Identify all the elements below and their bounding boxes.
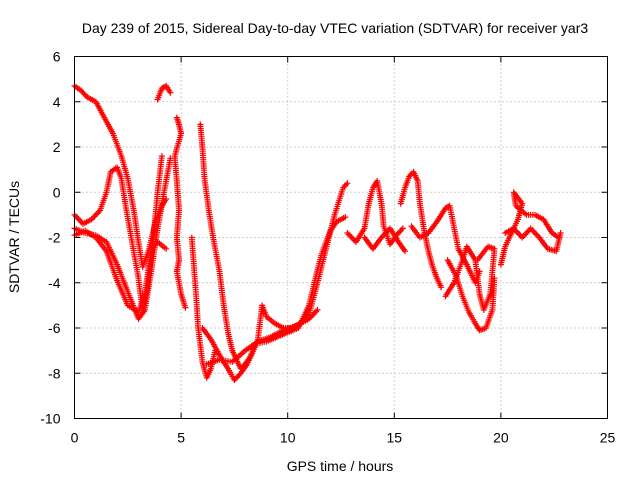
plot-frame (74, 56, 608, 419)
y-tick-label: 6 (53, 49, 61, 65)
data-point-plus (163, 245, 170, 252)
x-tick-label: 10 (280, 430, 296, 446)
x-tick-label: 0 (71, 430, 79, 446)
y-tick-label: 4 (53, 94, 61, 110)
data-point-plus (158, 153, 165, 160)
data-point-plus (182, 304, 189, 311)
data-point-plus (314, 306, 321, 313)
y-tick-label: 0 (53, 184, 61, 200)
x-tick-label: 5 (177, 430, 185, 446)
series-segment-18h (442, 243, 498, 313)
series-segment-14h (361, 225, 408, 255)
y-tick-label: -4 (48, 275, 61, 291)
y-tick-label: -6 (48, 320, 61, 336)
y-tick-label: -2 (48, 230, 61, 246)
data-point-plus (342, 214, 349, 221)
x-axis-label: GPS time / hours (287, 458, 394, 474)
data-marks (71, 82, 564, 383)
data-point-plus (438, 284, 445, 291)
data-point-plus (167, 89, 174, 96)
data-point-plus (557, 230, 564, 236)
data-point-plus (399, 225, 406, 232)
y-tick-label: -8 (48, 365, 61, 381)
y-tick-label: -10 (40, 411, 60, 427)
series-segment-17h (408, 202, 483, 286)
data-point-plus (344, 180, 351, 187)
chart-title: Day 239 of 2015, Sidereal Day-to-day VTE… (82, 20, 588, 36)
axis-ticks: 0 5 10 15 20 25 -10 -8 -6 -4 -2 0 2 4 6 (40, 49, 615, 446)
x-tick-label: 25 (600, 430, 616, 446)
series-segment-4h (154, 82, 174, 103)
series-segment-19h (444, 257, 498, 334)
series-segment-22h (502, 225, 564, 255)
x-tick-label: 15 (387, 430, 403, 446)
series-segment-5h (171, 114, 189, 311)
y-tick-label: 2 (53, 139, 61, 155)
x-tick-label: 20 (493, 430, 509, 446)
data-point-plus (474, 257, 481, 264)
data-point-plus (402, 248, 408, 255)
y-axis-label: SDTVAR / TECUs (6, 181, 22, 293)
data-point-plus (491, 275, 498, 282)
series-track-8 (203, 306, 321, 368)
series-segment-16h (397, 168, 445, 291)
series-track-5 (188, 234, 219, 381)
series-track-4 (71, 227, 170, 316)
